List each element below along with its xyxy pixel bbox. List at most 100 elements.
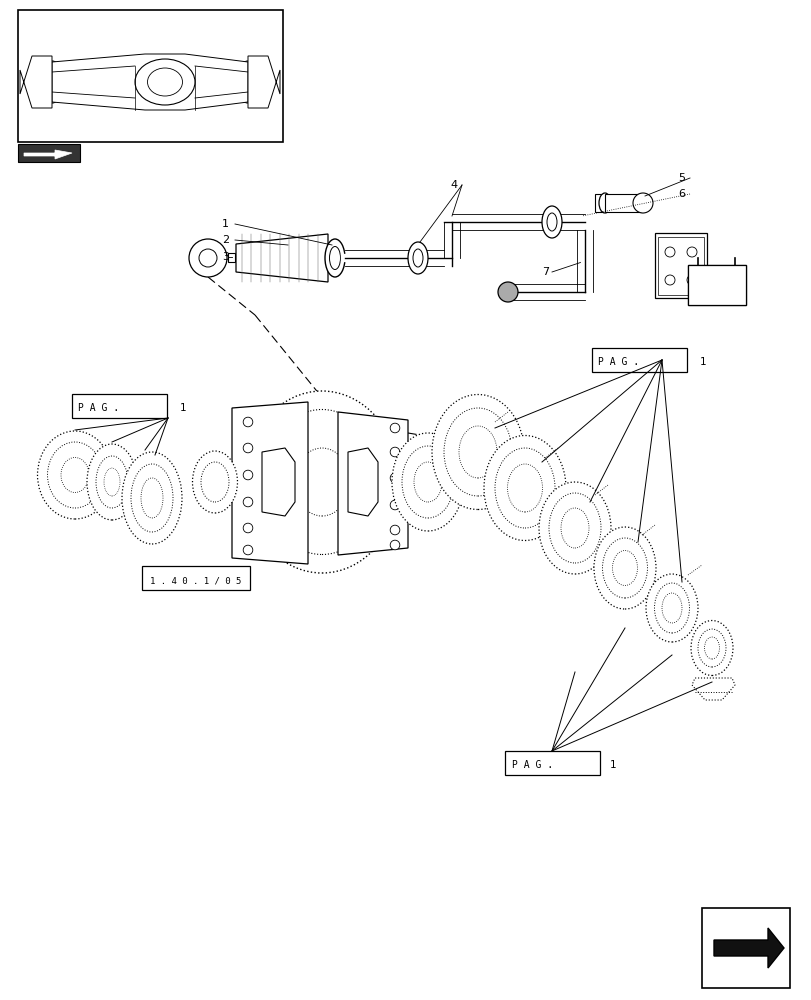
Bar bbox=[702, 908, 789, 988]
Bar bbox=[654, 233, 706, 298]
Text: 7: 7 bbox=[541, 267, 548, 277]
Ellipse shape bbox=[495, 448, 554, 528]
Ellipse shape bbox=[602, 538, 646, 598]
Polygon shape bbox=[348, 448, 378, 516]
Bar bbox=[142, 566, 250, 590]
Circle shape bbox=[497, 282, 517, 302]
Text: 4: 4 bbox=[449, 180, 457, 190]
Circle shape bbox=[633, 193, 652, 213]
Text: 1: 1 bbox=[609, 760, 616, 770]
Ellipse shape bbox=[507, 464, 542, 512]
Ellipse shape bbox=[413, 249, 423, 267]
Ellipse shape bbox=[104, 468, 120, 496]
Polygon shape bbox=[24, 150, 72, 159]
Bar bbox=[594, 194, 603, 212]
Ellipse shape bbox=[241, 70, 255, 95]
Circle shape bbox=[243, 523, 252, 533]
Bar bbox=[687, 265, 745, 305]
Circle shape bbox=[243, 545, 252, 555]
Bar bbox=[72, 394, 167, 418]
Circle shape bbox=[243, 470, 252, 480]
Text: 3: 3 bbox=[221, 252, 229, 262]
Ellipse shape bbox=[539, 482, 610, 574]
Circle shape bbox=[390, 540, 399, 550]
Ellipse shape bbox=[611, 550, 637, 585]
Text: 1: 1 bbox=[221, 219, 229, 229]
Circle shape bbox=[243, 443, 252, 453]
Ellipse shape bbox=[547, 213, 556, 231]
Ellipse shape bbox=[431, 394, 523, 510]
Circle shape bbox=[243, 417, 252, 427]
Ellipse shape bbox=[87, 444, 137, 520]
Text: 1: 1 bbox=[180, 403, 187, 413]
Circle shape bbox=[199, 249, 217, 267]
Bar bbox=[18, 144, 80, 162]
Text: 6: 6 bbox=[677, 189, 684, 199]
Ellipse shape bbox=[444, 408, 512, 496]
Text: 1 . 4 0 . 1 / 0 5: 1 . 4 0 . 1 / 0 5 bbox=[150, 576, 241, 585]
Bar bbox=[687, 265, 745, 305]
Ellipse shape bbox=[654, 583, 689, 633]
Ellipse shape bbox=[40, 61, 64, 103]
Ellipse shape bbox=[458, 426, 496, 478]
Ellipse shape bbox=[690, 620, 732, 676]
Ellipse shape bbox=[407, 242, 427, 274]
Circle shape bbox=[664, 247, 674, 257]
Polygon shape bbox=[232, 402, 307, 564]
Ellipse shape bbox=[697, 629, 725, 667]
Polygon shape bbox=[247, 56, 280, 108]
Ellipse shape bbox=[201, 462, 229, 502]
Ellipse shape bbox=[244, 391, 399, 573]
Circle shape bbox=[664, 275, 674, 285]
Ellipse shape bbox=[141, 478, 163, 518]
Ellipse shape bbox=[192, 451, 237, 513]
Ellipse shape bbox=[646, 574, 697, 642]
Ellipse shape bbox=[45, 70, 59, 95]
Ellipse shape bbox=[541, 206, 561, 238]
Ellipse shape bbox=[324, 239, 345, 277]
Circle shape bbox=[390, 500, 399, 510]
Ellipse shape bbox=[329, 246, 340, 269]
Polygon shape bbox=[20, 56, 52, 108]
Circle shape bbox=[390, 525, 399, 535]
Ellipse shape bbox=[235, 61, 260, 103]
Ellipse shape bbox=[61, 458, 89, 492]
Ellipse shape bbox=[414, 462, 441, 502]
Circle shape bbox=[390, 423, 399, 433]
Ellipse shape bbox=[96, 456, 128, 508]
Ellipse shape bbox=[548, 493, 600, 563]
Bar bbox=[228, 253, 234, 262]
Ellipse shape bbox=[594, 527, 655, 609]
Text: 2: 2 bbox=[221, 235, 229, 245]
Polygon shape bbox=[691, 678, 734, 700]
Text: 1: 1 bbox=[699, 357, 706, 367]
Ellipse shape bbox=[131, 464, 173, 532]
Circle shape bbox=[243, 497, 252, 507]
Bar bbox=[604, 194, 642, 212]
Circle shape bbox=[686, 275, 696, 285]
Text: P A G .: P A G . bbox=[512, 760, 552, 770]
Ellipse shape bbox=[47, 442, 102, 508]
Ellipse shape bbox=[135, 59, 195, 105]
Ellipse shape bbox=[401, 446, 453, 518]
Ellipse shape bbox=[122, 452, 182, 544]
Ellipse shape bbox=[599, 193, 610, 213]
Circle shape bbox=[189, 239, 227, 277]
Ellipse shape bbox=[661, 593, 681, 623]
Ellipse shape bbox=[37, 431, 113, 519]
Text: P A G .: P A G . bbox=[78, 403, 119, 413]
Ellipse shape bbox=[392, 433, 463, 531]
Ellipse shape bbox=[294, 448, 349, 516]
Circle shape bbox=[390, 447, 399, 457]
Polygon shape bbox=[337, 412, 407, 555]
Bar bbox=[504, 751, 599, 775]
Text: 5: 5 bbox=[677, 173, 684, 183]
Ellipse shape bbox=[148, 68, 182, 96]
Bar bbox=[18, 10, 283, 142]
Polygon shape bbox=[262, 448, 294, 516]
Circle shape bbox=[686, 247, 696, 257]
Polygon shape bbox=[713, 928, 783, 968]
Ellipse shape bbox=[560, 508, 588, 548]
Ellipse shape bbox=[483, 436, 565, 540]
Text: P A G .: P A G . bbox=[597, 357, 638, 367]
